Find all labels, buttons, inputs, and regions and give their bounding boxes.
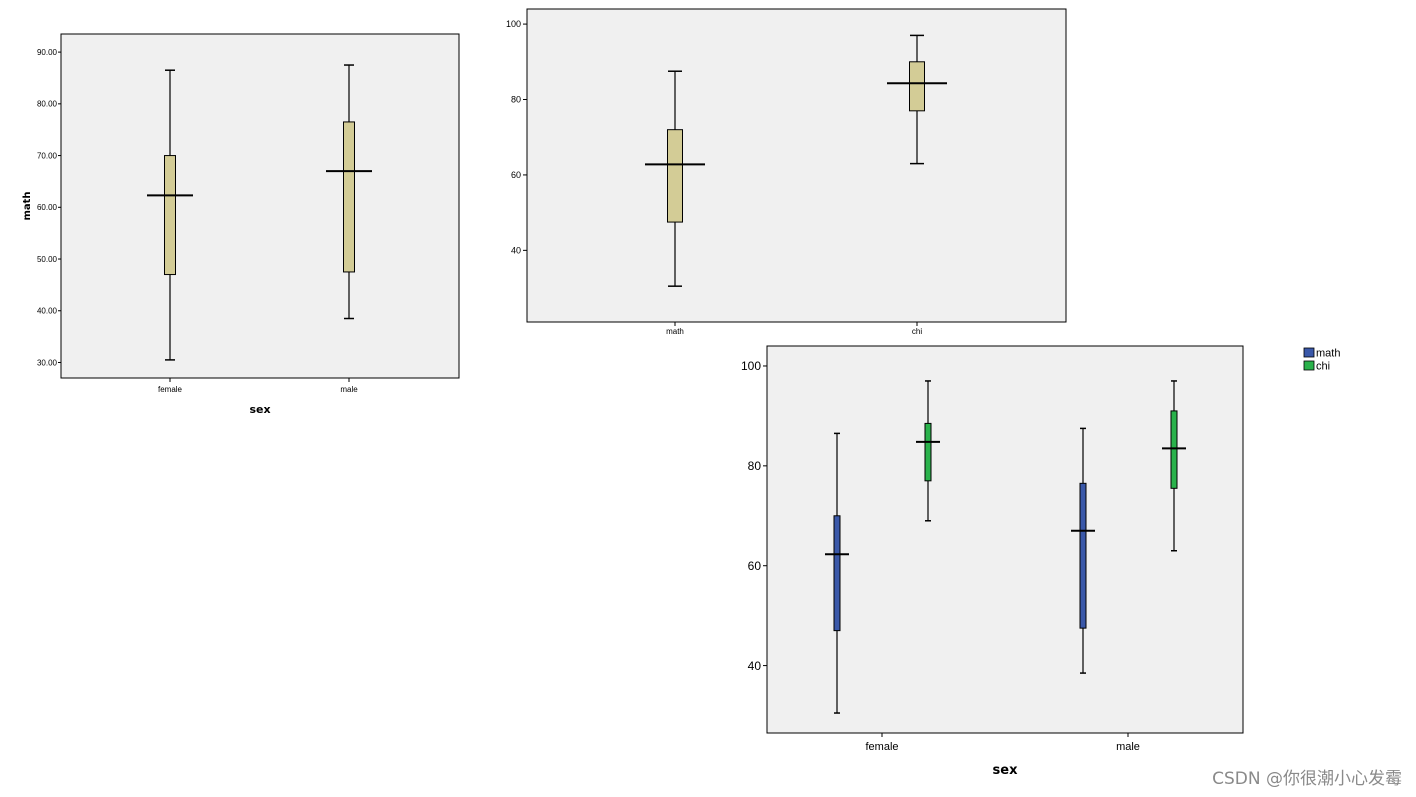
y-axis-title: math [22, 191, 33, 220]
y-tick-label: 40 [511, 245, 521, 255]
x-tick-label: math [666, 327, 684, 336]
legend-label: chi [1316, 361, 1330, 373]
y-tick-label: 80 [748, 459, 762, 473]
iqr-box [667, 129, 683, 223]
iqr-box [343, 121, 355, 273]
y-tick-label: 80.00 [37, 100, 58, 109]
y-tick-label: 30.00 [37, 358, 58, 367]
box-male-math [1071, 427, 1095, 674]
y-tick-label: 40.00 [37, 307, 58, 316]
iqr-box [1170, 410, 1178, 489]
legend-swatch [1303, 347, 1315, 358]
x-tick-label: female [865, 741, 898, 753]
box-male [326, 64, 372, 320]
box-math [645, 70, 705, 287]
iqr-box [833, 515, 841, 632]
plot-area [526, 8, 1067, 323]
legend-label: math [1316, 348, 1340, 360]
x-tick-label: male [1116, 741, 1140, 753]
box-female-math [825, 432, 849, 714]
box-female [147, 69, 193, 361]
x-axis-title: sex [249, 403, 270, 416]
x-tick-label: male [340, 385, 358, 394]
iqr-box [164, 155, 176, 276]
x-tick-label: female [158, 385, 183, 394]
legend-swatch [1303, 360, 1315, 371]
box-female-chi [916, 380, 940, 522]
watermark: CSDN @你很潮小心发霉 [1212, 769, 1402, 789]
y-tick-label: 80 [511, 95, 521, 105]
y-tick-label: 60 [511, 170, 521, 180]
plot-area [60, 33, 460, 379]
iqr-box [924, 422, 932, 482]
y-tick-label: 90.00 [37, 48, 58, 57]
y-tick-label: 60 [748, 559, 762, 573]
box-chi [887, 34, 947, 165]
iqr-box [1079, 482, 1087, 629]
plot-area [766, 345, 1244, 734]
y-tick-label: 50.00 [37, 255, 58, 264]
y-tick-label: 60.00 [37, 203, 58, 212]
y-tick-label: 100 [506, 19, 521, 29]
y-tick-label: 40 [748, 659, 762, 673]
x-axis-title: sex [993, 763, 1019, 778]
iqr-box [909, 61, 925, 112]
y-tick-label: 70.00 [37, 151, 58, 160]
x-tick-label: chi [912, 327, 922, 336]
y-tick-label: 100 [741, 359, 761, 373]
box-male-chi [1162, 380, 1186, 552]
